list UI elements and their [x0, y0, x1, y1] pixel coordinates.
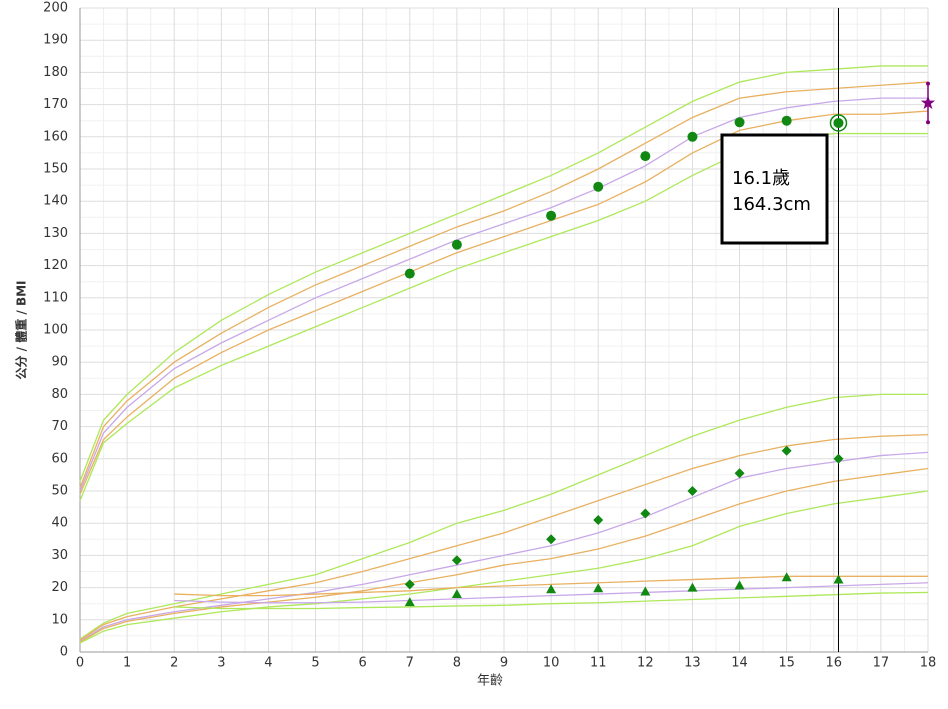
percentile-line — [79, 451, 929, 642]
y-tick-label: 150 — [43, 162, 68, 177]
x-tick-label: 8 — [453, 656, 461, 671]
bmi-point — [781, 572, 792, 582]
x-tick-label: 10 — [543, 656, 560, 671]
x-tick-label: 13 — [684, 656, 701, 671]
percentile-line — [79, 467, 929, 643]
height-point — [546, 210, 557, 221]
percentile-line — [79, 110, 929, 495]
target-low — [926, 120, 930, 125]
x-tick-label: 12 — [637, 656, 654, 671]
percentile-line — [79, 81, 929, 489]
y-tick-label: 50 — [51, 484, 68, 499]
y-tick-label: 100 — [43, 323, 68, 338]
y-tick-label: 130 — [43, 226, 68, 241]
height-point — [781, 115, 792, 126]
bmi-point — [734, 580, 745, 590]
y-tick-label: 190 — [43, 33, 68, 48]
annotation-box — [720, 133, 829, 245]
bmi-point — [404, 597, 415, 607]
annotation-text: 16.1歲 — [732, 168, 790, 189]
height-point — [404, 268, 415, 279]
bmi-point — [640, 586, 651, 596]
x-tick-label: 1 — [123, 656, 131, 671]
weight-point — [546, 534, 557, 545]
bmi-point — [546, 584, 557, 594]
weight-point — [593, 514, 604, 525]
x-tick-label: 15 — [778, 656, 795, 671]
height-point — [833, 117, 844, 128]
weight-point — [640, 508, 651, 519]
x-tick-label: 14 — [731, 656, 748, 671]
x-tick-label: 9 — [500, 656, 508, 671]
y-tick-label: 60 — [51, 451, 68, 466]
bmi-point — [833, 574, 844, 584]
height-point — [451, 239, 462, 250]
bmi-point — [593, 583, 604, 593]
y-tick-label: 10 — [51, 612, 68, 627]
y-tick-label: 120 — [43, 258, 68, 273]
weight-point — [781, 445, 792, 456]
x-tick-label: 17 — [873, 656, 890, 671]
target-high — [926, 81, 930, 86]
height-point — [640, 151, 651, 162]
weight-point — [734, 468, 745, 479]
bmi-point — [687, 582, 698, 592]
percentile-line — [174, 591, 929, 610]
y-tick-label: 170 — [43, 97, 68, 112]
y-tick-label: 80 — [51, 387, 68, 402]
bmi-point — [451, 589, 462, 599]
x-tick-label: 5 — [311, 656, 319, 671]
annotation-text: 164.3cm — [732, 194, 811, 215]
x-tick-label: 18 — [920, 656, 937, 671]
percentile-line — [174, 582, 929, 604]
x-tick-label: 11 — [590, 656, 607, 671]
x-axis-title: 年齡 — [477, 674, 503, 689]
percentile-line — [79, 490, 929, 644]
x-tick-label: 0 — [76, 656, 84, 671]
percentile-line — [79, 65, 928, 482]
y-tick-label: 20 — [51, 580, 68, 595]
y-tick-label: 30 — [51, 548, 68, 563]
y-tick-label: 90 — [51, 355, 68, 370]
height-point — [734, 117, 745, 128]
x-tick-label: 3 — [217, 656, 225, 671]
selected-ring — [829, 114, 848, 132]
weight-point — [451, 555, 462, 566]
height-point — [593, 181, 604, 192]
weight-point — [404, 579, 415, 590]
percentile-line — [79, 434, 929, 641]
x-tick-label: 6 — [359, 656, 367, 671]
weight-point — [833, 453, 844, 464]
y-tick-label: 0 — [60, 645, 68, 660]
y-axis-title: 公分 / 體重 / BMI — [14, 280, 29, 379]
percentile-line — [79, 393, 928, 640]
x-tick-label: 16 — [826, 656, 843, 671]
x-tick-label: 2 — [170, 656, 178, 671]
y-tick-label: 160 — [43, 129, 68, 144]
x-tick-label: 7 — [406, 656, 414, 671]
y-tick-label: 70 — [51, 419, 68, 434]
y-tick-label: 40 — [51, 516, 68, 531]
y-tick-label: 110 — [43, 290, 68, 305]
y-tick-label: 140 — [43, 194, 68, 209]
y-tick-label: 200 — [43, 1, 68, 16]
y-tick-label: 180 — [43, 65, 68, 80]
x-tick-label: 4 — [264, 656, 272, 671]
target-star — [920, 95, 936, 110]
percentile-line — [79, 97, 928, 492]
weight-point — [687, 486, 698, 496]
height-point — [687, 131, 698, 142]
